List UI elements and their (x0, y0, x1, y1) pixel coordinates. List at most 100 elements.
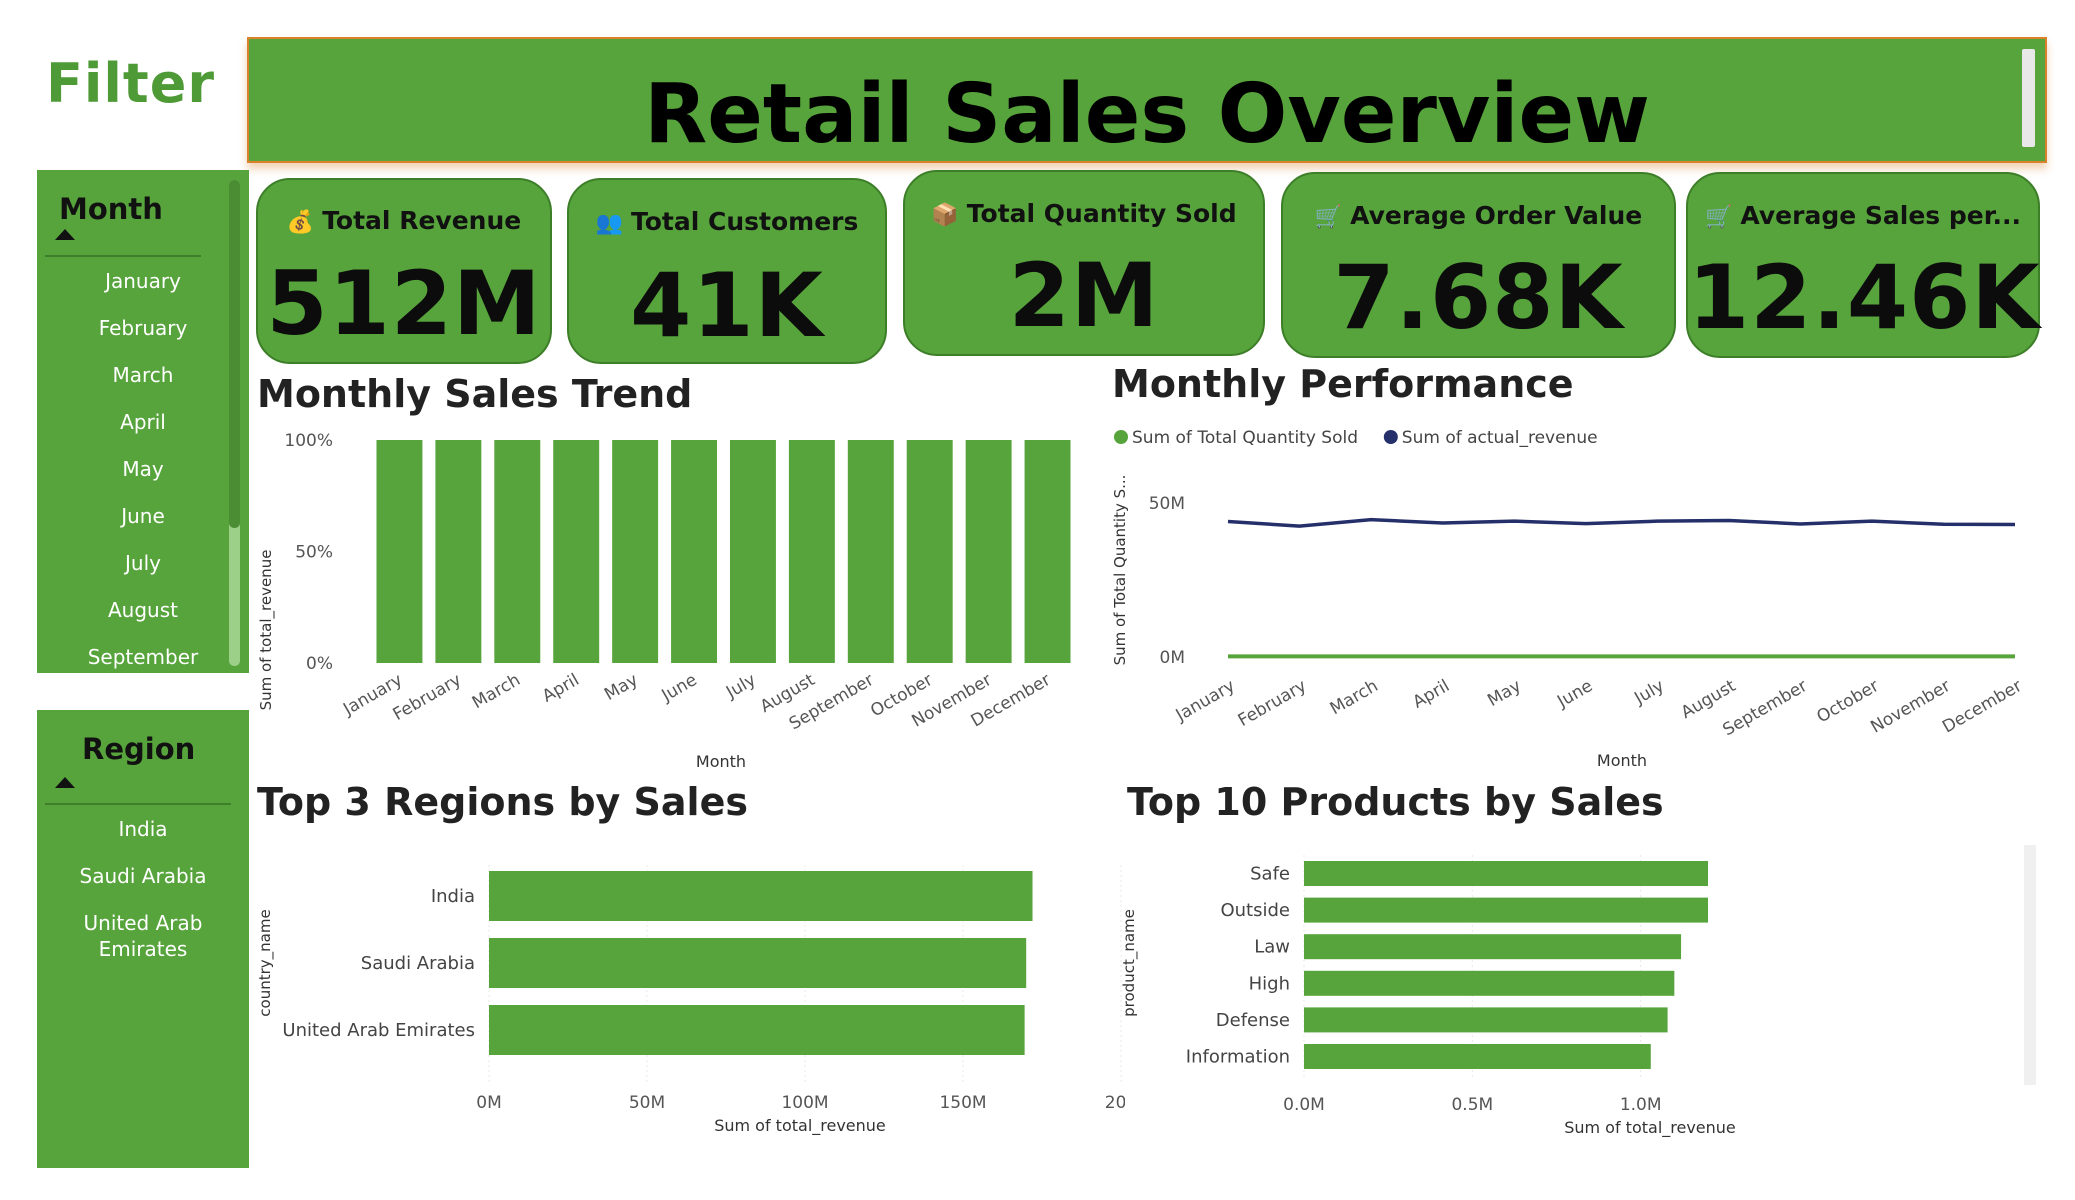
x-tick-label: April (539, 670, 583, 707)
month-slicer-scroll-thumb[interactable] (229, 180, 240, 528)
package-icon: 📦 (931, 203, 959, 228)
top-regions-chart: India Saudi Arabia United Arab Emirates 0M… (256, 865, 1125, 1136)
bar-june[interactable] (671, 440, 718, 663)
bar-november[interactable] (965, 440, 1012, 663)
region-slicer: Region India Saudi Arabia United Arab Em… (37, 710, 249, 1168)
category-label: Law (1254, 937, 1290, 958)
kpi-label: Average Sales per... (1740, 201, 2021, 230)
kpi-card-total-quantity-sold: 📦 Total Quantity Sold 2M (903, 170, 1265, 356)
y-tick-label: 50M (1149, 494, 1185, 514)
x-tick-label: 0.5M (1451, 1095, 1493, 1115)
bar-high[interactable] (1304, 970, 1675, 996)
legend-marker (1114, 430, 1128, 444)
bar-october[interactable] (906, 440, 953, 663)
x-tick-label: May (601, 670, 641, 705)
bar-defense[interactable] (1304, 1007, 1668, 1033)
bar-united-arab-emirates[interactable] (489, 1005, 1025, 1055)
x-tick-label: February (390, 670, 465, 725)
top-products-title: Top 10 Products by Sales (1127, 780, 1664, 824)
slicer-item-may[interactable]: May (122, 457, 164, 481)
top-products-chart: Safe Outside Law High Defense Information 0.0… (1120, 845, 2036, 1138)
kpi-label: Average Order Value (1350, 201, 1643, 230)
slicer-item-january[interactable]: January (105, 269, 181, 293)
kpi-label: Total Revenue (322, 206, 522, 235)
kpi-value: 512M (266, 252, 542, 355)
banner-scrollbar[interactable] (2022, 49, 2035, 147)
x-tick-label: December (1939, 676, 2025, 737)
kpi-value: 2M (1008, 244, 1160, 347)
slicer-divider (45, 803, 231, 805)
legend-marker (1383, 430, 1398, 444)
kpi-card-average-sales: 🛒 Average Sales per... 12.46K (1686, 172, 2040, 358)
x-tick-label: July (1630, 676, 1667, 709)
monthly-performance-title: Monthly Performance (1112, 362, 1574, 406)
kpi-label: Total Customers (631, 207, 859, 236)
kpi-value: 41K (630, 254, 824, 357)
x-axis-label: Sum of total_revenue (1564, 1118, 1736, 1138)
x-tick-label: March (469, 670, 524, 713)
y-axis-label: country_name (256, 909, 275, 1016)
slicer-item-saudi-arabia[interactable]: Saudi Arabia (79, 864, 207, 888)
slicer-item-march[interactable]: March (112, 363, 174, 387)
month-slicer: Month January February March April May J… (37, 170, 249, 673)
kpi-card-average-order-value: 🛒 Average Order Value 7.68K (1281, 172, 1676, 358)
bar-information[interactable] (1304, 1044, 1651, 1069)
bar-february[interactable] (435, 440, 482, 663)
series-line-sum-of-actual-revenue[interactable] (1227, 517, 2016, 528)
y-axis-label: Sum of total_revenue (257, 550, 276, 711)
bar-april[interactable] (553, 440, 600, 663)
header-banner: Retail Sales Overview (247, 37, 2047, 163)
x-axis-label: Sum of total_revenue (714, 1116, 886, 1136)
category-label: Information (1186, 1047, 1290, 1068)
top-regions-title: Top 3 Regions by Sales (257, 780, 748, 824)
bar-outside[interactable] (1304, 897, 1708, 923)
x-tick-label: February (1235, 676, 1310, 731)
slicer-item-february[interactable]: February (98, 316, 188, 340)
slicer-item-july[interactable]: July (125, 551, 161, 575)
sort-up-icon[interactable] (55, 229, 75, 240)
bar-india[interactable] (489, 871, 1033, 921)
bar-may[interactable] (612, 440, 659, 663)
slicer-item-india[interactable]: India (118, 817, 168, 841)
y-axis-label: product_name (1120, 909, 1139, 1017)
region-slicer-title: Region (82, 732, 196, 766)
slicer-item-june[interactable]: June (121, 504, 165, 528)
x-tick-label: 0.0M (1283, 1095, 1325, 1115)
x-tick-label: 150M (939, 1093, 986, 1113)
x-tick-label: 200 (1105, 1093, 1125, 1113)
x-tick-label: April (1409, 676, 1453, 713)
cart-icon: 🛒 (1705, 205, 1733, 230)
y-axis-label: Sum of Total Quantity S... (1111, 475, 1129, 666)
bar-august[interactable] (788, 440, 835, 663)
bar-january[interactable] (376, 440, 423, 663)
sort-up-icon[interactable] (55, 777, 75, 788)
filter-title: Filter (46, 52, 215, 115)
slicer-item-uae-line2[interactable]: Emirates (98, 937, 188, 961)
category-label: India (431, 886, 475, 907)
bar-july[interactable] (729, 440, 776, 663)
x-tick-label: 1.0M (1620, 1095, 1662, 1115)
slicer-item-uae[interactable]: United Arab (83, 911, 203, 935)
legend-label[interactable]: Sum of Total Quantity Sold (1132, 428, 1358, 448)
y-tick-label: 100% (284, 431, 333, 451)
bar-saudi-arabia[interactable] (489, 938, 1027, 988)
slicer-item-august[interactable]: August (108, 598, 178, 622)
legend-label[interactable]: Sum of actual_revenue (1402, 428, 1598, 448)
products-chart-scrollbar[interactable] (2024, 845, 2036, 1085)
y-tick-label: 50% (295, 543, 333, 563)
bar-law[interactable] (1304, 934, 1682, 960)
bar-safe[interactable] (1304, 861, 1708, 886)
x-tick-label: May (1484, 676, 1524, 711)
y-tick-label: 0% (306, 654, 333, 674)
slicer-item-september[interactable]: September (87, 645, 199, 669)
monthly-sales-trend-title: Monthly Sales Trend (257, 372, 693, 416)
bar-march[interactable] (494, 440, 541, 663)
month-slicer-title: Month (59, 192, 163, 226)
slicer-divider (45, 255, 201, 257)
cart-icon: 🛒 (1314, 205, 1343, 230)
bar-september[interactable] (847, 440, 894, 663)
slicer-item-april[interactable]: April (120, 410, 166, 434)
bar-december[interactable] (1024, 440, 1071, 663)
customers-icon: 👥 (595, 211, 624, 236)
x-tick-label: 100M (781, 1093, 828, 1113)
